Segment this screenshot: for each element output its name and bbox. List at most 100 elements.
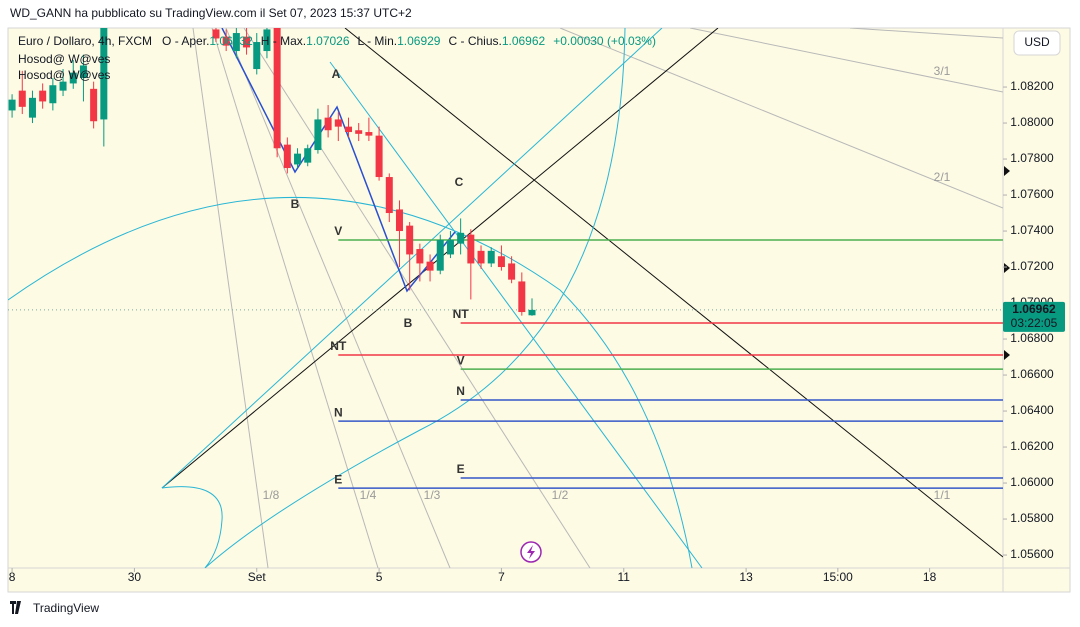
teal-line <box>161 28 663 489</box>
arc <box>204 28 626 568</box>
candle-body <box>446 240 454 255</box>
trend-line <box>344 28 1003 558</box>
fan-line <box>559 28 1003 209</box>
header: WD_GANN ha pubblicato su TradingView.com… <box>10 6 412 20</box>
annotation: 2/1 <box>934 170 951 184</box>
annotation: A <box>332 67 341 81</box>
candle-body <box>273 28 281 149</box>
price-label-box <box>1003 301 1065 332</box>
candle-body <box>334 119 342 127</box>
legend-symbol: Euro / Dollaro, 4h, FXCM <box>18 34 152 48</box>
fan-line <box>689 28 1003 93</box>
legend-value: 1.07026 <box>306 34 350 48</box>
y-tick-label: 1.06400 <box>1010 403 1054 417</box>
x-tick-label: Set <box>248 570 267 584</box>
y-tick-label: 1.08000 <box>1010 115 1054 129</box>
y-tick-label: 1.07600 <box>1010 187 1054 201</box>
wave-path <box>221 28 456 293</box>
annotation: 1/2 <box>552 488 569 502</box>
level-label: V <box>457 353 465 367</box>
legend-value: 1.06929 <box>397 34 441 48</box>
candle-body <box>395 209 403 232</box>
candle-body <box>79 65 87 79</box>
icon-bolt[interactable] <box>527 545 535 559</box>
currency[interactable]: USD <box>1024 35 1050 49</box>
candle-body <box>212 29 220 39</box>
x-tick-label: 7 <box>498 570 505 584</box>
candle-body <box>253 42 261 70</box>
legend-label: C - Chius. <box>448 34 501 48</box>
indicator: Hosod@ W@ves <box>18 68 110 82</box>
footer: TradingView <box>33 601 99 615</box>
y-tick-label: 1.06200 <box>1010 439 1054 453</box>
candle-body <box>477 250 485 264</box>
candle-body <box>487 250 495 264</box>
x-tick-label: 11 <box>618 570 631 584</box>
fan-line <box>211 28 379 568</box>
candle-body <box>324 117 332 131</box>
currency-button[interactable] <box>1013 30 1061 56</box>
level-label: NT <box>453 307 470 321</box>
plot <box>8 28 1003 489</box>
candle-body <box>365 132 373 136</box>
y-tick-label: 1.05600 <box>1010 547 1054 561</box>
x-tick-label: 15:00 <box>823 570 853 584</box>
candle-body <box>304 148 312 163</box>
annotation: 1/1 <box>934 488 951 502</box>
legend-value: 1.06932 <box>209 34 253 48</box>
candle-body <box>232 33 240 52</box>
y-tick-label: 1.06000 <box>1010 475 1054 489</box>
candle-body <box>222 36 230 46</box>
arc <box>8 197 693 568</box>
candle-body <box>457 232 465 244</box>
candle-body <box>518 281 526 313</box>
y-tick-label: 1.06600 <box>1010 367 1054 381</box>
candle-body <box>294 153 302 165</box>
countdown: 03:22:05 <box>1011 316 1058 330</box>
legend-value: 1.06962 <box>502 34 546 48</box>
axis-marker <box>1004 263 1010 273</box>
candle-body <box>467 234 475 264</box>
candle-body <box>355 130 363 134</box>
notice-icon[interactable] <box>520 541 542 563</box>
x-tick-label: 5 <box>376 570 383 584</box>
legend-label: L - Min. <box>358 34 398 48</box>
fan-line <box>225 28 451 568</box>
indicator: Hosod@ W@ves <box>18 52 110 66</box>
annotation: C <box>455 175 464 189</box>
fan-line <box>849 28 1003 39</box>
x-tick-label: 18 <box>923 570 937 584</box>
candle-body <box>69 72 77 84</box>
annotation: 3/1 <box>934 64 951 78</box>
fan-line <box>192 28 269 568</box>
y-tick-label: 1.08200 <box>1010 79 1054 93</box>
x-tick-label: 13 <box>739 570 753 584</box>
level-label: NT <box>330 339 347 353</box>
candle-body <box>243 36 251 48</box>
level-label: V <box>334 224 342 238</box>
level-label: N <box>334 405 343 419</box>
legend-change: +0.00030 (+0.03%) <box>553 34 656 48</box>
y-tick-label: 1.06800 <box>1010 331 1054 345</box>
candle-body <box>90 88 98 122</box>
x-tick-label: 8 <box>9 570 16 584</box>
candle-body <box>406 225 414 255</box>
candle-body <box>100 28 108 120</box>
logo <box>10 601 21 614</box>
x-tick-label: 30 <box>128 570 142 584</box>
candle-body <box>49 85 57 104</box>
y-tick-label: 1.07400 <box>1010 223 1054 237</box>
candle-body <box>528 309 536 316</box>
axis-marker <box>1004 350 1010 361</box>
level-label: E <box>334 472 342 486</box>
candle-body <box>385 177 393 214</box>
teal-line <box>329 61 703 568</box>
annotation: B <box>404 316 413 330</box>
y-tick-label: 1.07200 <box>1010 259 1054 273</box>
arc <box>161 486 223 568</box>
level-label: N <box>456 384 465 398</box>
candle-body <box>426 261 434 271</box>
chart-frame <box>7 27 1071 593</box>
y-tick-label: 1.07800 <box>1010 151 1054 165</box>
